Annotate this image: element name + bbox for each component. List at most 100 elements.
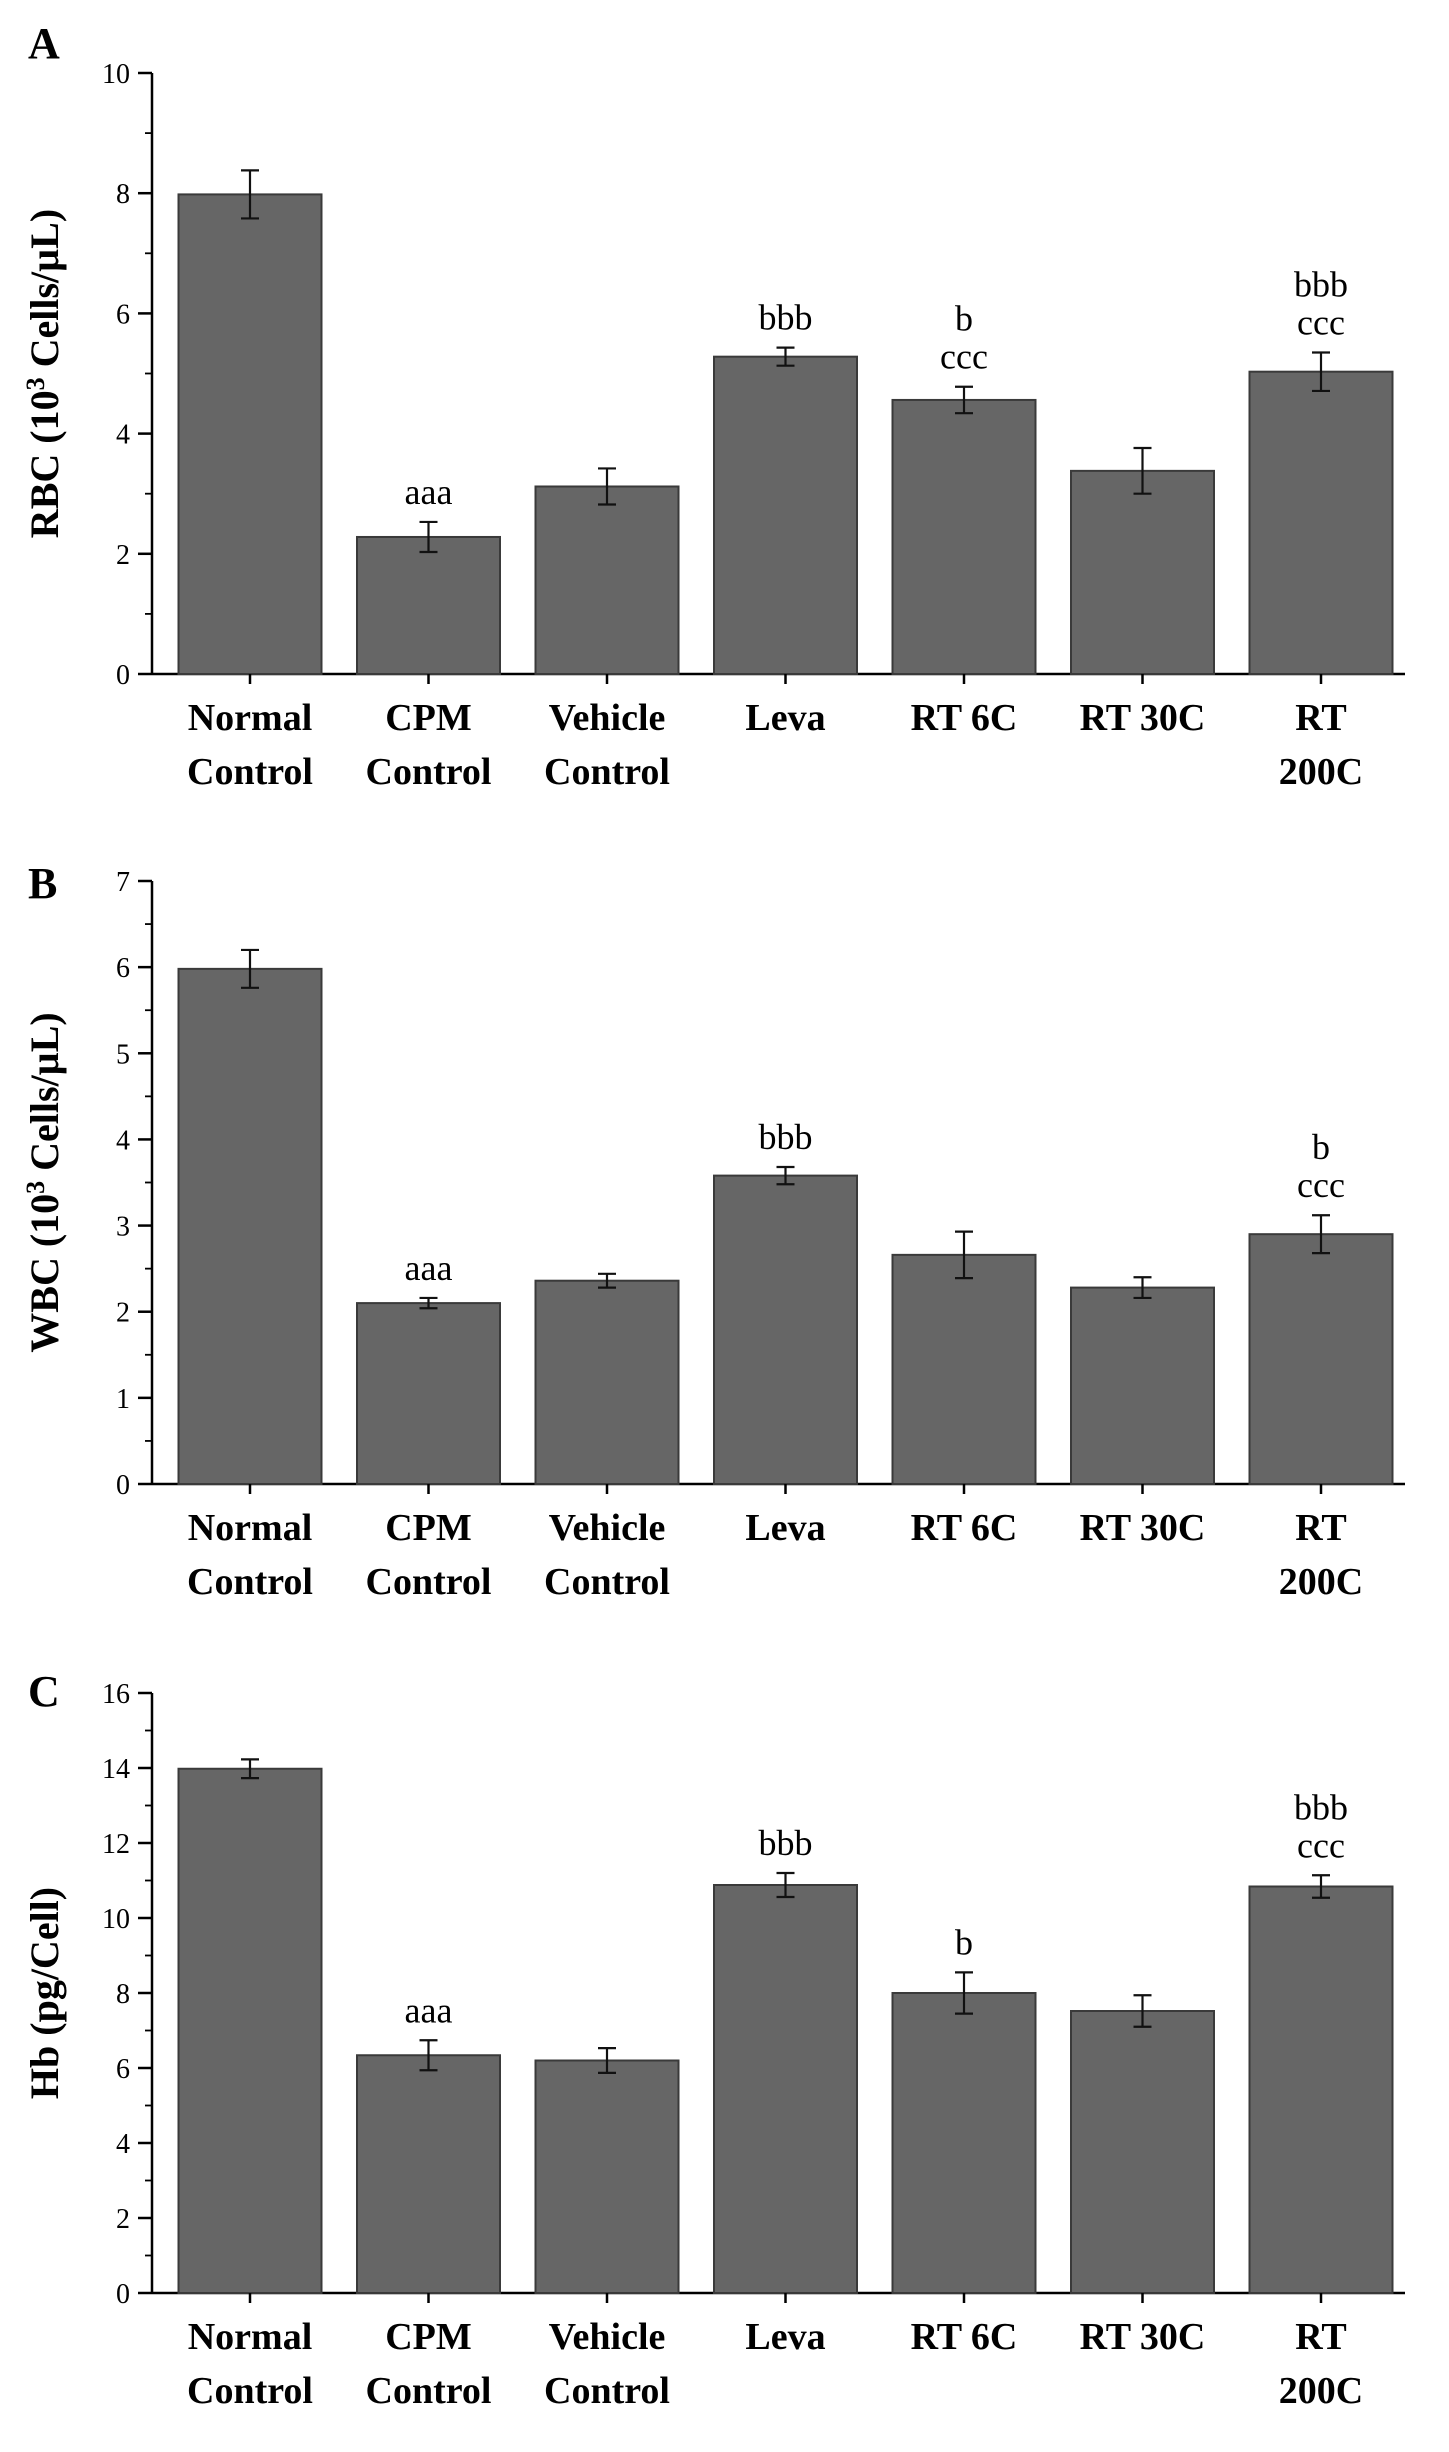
panel-a: A 0 2 4 6 8 10 RBC (103 Cells/µL) Normal Control a… [21,19,1405,793]
significance-label: bbb [1294,264,1348,304]
y-tick-label: 6 [116,299,130,330]
bar [356,2054,501,2294]
panel-letter: B [28,859,57,908]
x-tick-label: RT 6C [911,697,1018,739]
panel-c: C 0 2 4 6 8 10 12 14 16 Hb (pg/Cell) Normal Control a… [22,1667,1405,2412]
y-tick-label: 10 [102,1904,130,1935]
bar [891,1253,1037,1485]
bar [177,1767,323,2294]
bar [891,398,1037,675]
y-axis-label-unit: Cells/µL) [22,209,67,378]
y-axis-label: WBC (103 Cells/µL) [21,1012,67,1352]
x-tick-label: 200C [1279,2370,1363,2412]
significance-label: bbb [759,1823,813,1863]
bar [713,355,858,675]
significance-label: aaa [405,1248,453,1288]
y-tick-label: 5 [116,1039,130,1070]
bar [1248,370,1394,675]
x-tick-label: Control [544,751,670,793]
bar [177,193,323,675]
x-tick-label: Leva [745,2316,825,2358]
significance-label: aaa [405,1990,453,2030]
y-tick-label: 14 [102,1754,130,1785]
y-tick-label: 7 [116,867,130,898]
significance-label: ccc [1297,1165,1345,1205]
y-tick-label: 4 [116,1125,130,1156]
bar [534,2059,680,2294]
bar [177,967,323,1485]
panel-letter: C [28,1667,60,1716]
y-tick-label: 1 [116,1384,130,1415]
x-tick-label: Control [366,751,492,793]
bar [713,1174,858,1485]
bar [1070,2010,1215,2294]
significance-label: b [955,299,973,339]
significance-label: bbb [759,298,813,338]
y-tick-label: 6 [116,2054,130,2085]
x-tick-label: Control [544,2370,670,2412]
x-tick-label: RT [1295,2316,1346,2358]
x-tick-label: RT 30C [1080,697,1206,739]
x-tick-label: RT [1295,1507,1346,1549]
y-axis-label-main: WBC (10 [22,1194,67,1353]
bar [1070,469,1215,675]
x-tick-label: Leva [745,697,825,739]
y-tick-label: 4 [116,2129,130,2160]
y-tick-label: 8 [116,179,130,210]
x-tick-label: Normal [188,697,313,739]
bar [356,1302,501,1485]
x-tick-label: Control [366,2370,492,2412]
x-tick-label: Vehicle [549,697,666,739]
bar [1248,1233,1394,1485]
panel-letter: A [28,19,60,68]
significance-label: b [955,1922,973,1962]
significance-label: ccc [1297,1825,1345,1865]
x-tick-label: CPM [385,697,472,739]
significance-label: bbb [759,1117,813,1157]
x-tick-label: RT [1295,697,1346,739]
y-axis-label-unit: Cells/µL) [22,1012,67,1181]
x-tick-label: 200C [1279,751,1363,793]
x-tick-label: Normal [188,2316,313,2358]
bar [534,485,680,675]
y-tick-label: 2 [116,1298,130,1329]
bar [534,1279,680,1486]
x-tick-label: Normal [188,1507,313,1549]
x-tick-label: Vehicle [549,1507,666,1549]
x-tick-label: RT 30C [1080,1507,1206,1549]
y-tick-label: 2 [116,540,130,571]
x-tick-label: RT 6C [911,2316,1018,2358]
bar [356,535,501,675]
x-tick-label: Control [187,1561,313,1603]
x-tick-label: Control [544,1561,670,1603]
y-tick-label: 0 [116,2279,130,2310]
y-axis-label-superscript: 3 [21,1181,50,1194]
y-tick-label: 4 [116,420,130,451]
x-tick-label: CPM [385,2316,472,2358]
x-tick-label: Control [187,2370,313,2412]
x-tick-label: Leva [745,1507,825,1549]
y-axis-label-superscript: 3 [21,377,50,390]
significance-label: bbb [1294,1787,1348,1827]
x-tick-label: 200C [1279,1561,1363,1603]
y-axis-label-main: RBC (10 [22,390,67,538]
y-tick-label: 0 [116,1470,130,1501]
bar [713,1884,858,2294]
y-tick-label: 2 [116,2204,130,2235]
x-tick-label: Control [366,1561,492,1603]
y-tick-label: 3 [116,1212,130,1243]
x-tick-label: Vehicle [549,2316,666,2358]
bar [1248,1885,1394,2294]
y-axis-label: RBC (103 Cells/µL) [21,209,67,538]
y-tick-label: 6 [116,953,130,984]
bar [1070,1286,1215,1485]
y-axis-label-main: Hb (pg/Cell) [22,1887,67,2099]
significance-label: ccc [940,337,988,377]
significance-label: ccc [1297,302,1345,342]
y-axis-label: Hb (pg/Cell) [22,1887,67,2099]
significance-label: aaa [405,472,453,512]
bar [891,1992,1037,2294]
x-tick-label: Control [187,751,313,793]
